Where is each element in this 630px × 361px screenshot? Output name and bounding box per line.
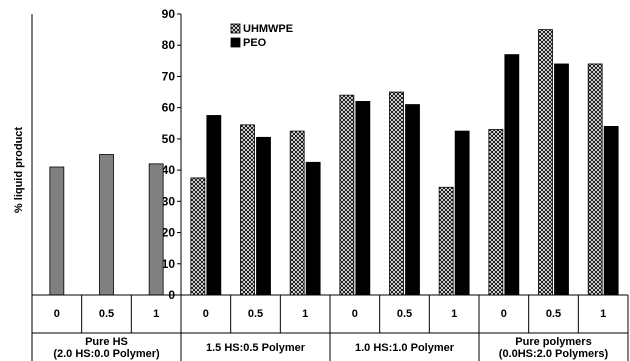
y-tick-label: 30: [162, 194, 176, 208]
bar: [305, 161, 321, 296]
legend-swatch: [230, 37, 241, 48]
x-tick-label: 0: [352, 308, 358, 320]
legend-label: UHMWPE: [243, 23, 293, 35]
group-label: (0.0HS:2.0 Polymers): [499, 348, 609, 360]
group-label: 1.0 HS:1.0 Polymer: [355, 342, 455, 354]
x-tick-label: 0: [54, 308, 60, 320]
x-axis-table: 0 0.5 1 0 0.5 1 0 0.5 1 0 0.5 1 Pure HS(2.0 HS:0.0 P…: [32, 294, 629, 361]
group-label: Pure polymers: [515, 336, 591, 348]
x-tick-label: 1: [302, 308, 308, 320]
x-tick-label: 1: [451, 308, 457, 320]
bar: [405, 104, 420, 296]
group-label: Pure HS: [85, 336, 128, 348]
x-tick-label: 1: [600, 308, 606, 320]
bar: [587, 63, 603, 296]
bar: [504, 54, 520, 296]
bar: [190, 177, 206, 296]
x-tick-label: 0.5: [546, 308, 561, 320]
x-tick-label: 0: [501, 308, 507, 320]
bar: [49, 166, 65, 296]
legend: UHMWPE PEO: [230, 23, 293, 49]
group-label: 1.5 HS:0.5 Polymer: [206, 342, 306, 354]
x-tick-label: 0.5: [99, 308, 114, 320]
bar: [148, 163, 164, 296]
bar: [389, 91, 404, 296]
bar: [488, 129, 504, 296]
legend-label: PEO: [243, 37, 267, 49]
axes: 0 10 20 30 40 50 60 70 80 90: [31, 7, 182, 361]
y-tick-label: 50: [162, 132, 176, 146]
x-tick-label: 1: [153, 308, 159, 320]
group-label: (2.0 HS:0.0 Polymer): [53, 348, 160, 360]
y-tick-label: 10: [162, 257, 176, 271]
bar: [454, 130, 470, 296]
bar: [99, 154, 114, 296]
y-tick-label: 70: [162, 69, 176, 83]
y-tick-label: 20: [162, 226, 176, 240]
bar: [355, 101, 371, 296]
bar: [538, 29, 553, 296]
legend-swatch: [230, 23, 241, 34]
y-tick-label: 80: [162, 38, 176, 52]
y-axis-label: % liquid product: [13, 127, 25, 213]
bars: [49, 29, 619, 296]
bar: [289, 130, 305, 296]
y-tick-label: 40: [162, 163, 176, 177]
bar: [339, 94, 355, 296]
x-tick-label: 0.5: [248, 308, 263, 320]
x-tick-label: 0: [203, 308, 209, 320]
x-tick-label: 0.5: [397, 308, 412, 320]
bar: [240, 124, 255, 296]
bar: [603, 126, 619, 296]
bar: [206, 115, 222, 296]
bar: [438, 186, 454, 296]
bar: [256, 136, 271, 296]
y-tick-label: 90: [162, 7, 176, 21]
y-tick-label: 60: [162, 101, 176, 115]
bar: [554, 63, 569, 296]
